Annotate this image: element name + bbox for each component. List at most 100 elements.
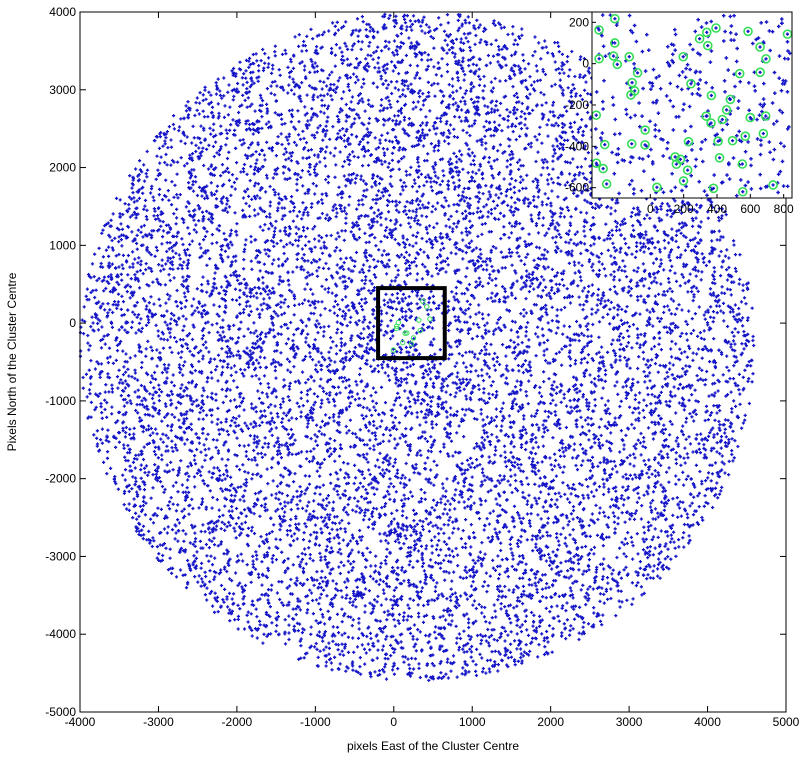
inset-matched-point [705,30,709,34]
main-y-tick-label: -1000 [45,394,76,408]
main-y-tick-label: -2000 [45,472,76,486]
main-x-tick-label: 3000 [616,715,643,729]
inset-matched-point [748,115,752,120]
main-y-tick-label: 3000 [49,83,76,97]
inset-matched-circle [745,112,756,123]
inset-matched-circle [678,51,689,62]
inset-matched-circle [721,105,732,115]
inset-matched-point [709,93,713,98]
inset-matched-circle [701,111,712,121]
inset-matched-point [785,32,790,36]
zoom-matched-ring [424,304,430,310]
inset-x-ticks: 0 200 400 600 800 [647,194,794,216]
inset-matched-point [758,45,762,49]
inset-matched-point [740,162,744,166]
inset-matched-circle [755,67,765,78]
inset-y-tick-label: 200 [569,15,589,29]
zoom-matched-ring [393,325,400,332]
zoom-matched-ring [402,330,408,336]
inset-matched-circle [632,68,643,78]
zoom-matched-ring [404,330,410,336]
inset-matched-circle [627,77,637,88]
main-x-tick-label: 5000 [773,715,800,729]
inset-matched-point [597,28,601,32]
inset-matched-circle [609,38,620,48]
inset-matched-circle [713,136,723,147]
inset-matched-point [686,140,691,144]
inset-y-ticks: -600 -400 -200 0 200 [565,15,596,195]
main-y-ticks: -5000-4000-3000-2000-1000010002000300040… [45,5,786,719]
zoom-matched-ring [400,339,406,346]
inset-plot: 0 200 400 600 800 -600 -400 -200 0 200 [565,11,794,216]
inset-matched-circle [640,140,650,150]
inset-matched-circle [760,111,771,121]
inset-matched-point [728,97,732,102]
main-y-tick-label: -4000 [45,627,76,641]
inset-matched-point [709,121,713,125]
inset-x-tick-label: 600 [740,202,760,216]
main-y-tick-label: -3000 [45,549,76,563]
inset-matched-circle [686,78,696,89]
inset-matched-circle [598,163,608,174]
inset-matched-point [741,190,745,194]
inset-matched-circle [758,128,769,139]
inset-x-tick-label: 0 [647,202,654,216]
zoom-region-box [376,286,447,361]
inset-matched-point [689,82,693,86]
inset-matched-circle [652,182,662,193]
inset-matched-circle [624,51,635,62]
inset-matched-point [717,156,722,160]
inset-matched-circle [743,26,753,37]
main-y-tick-label: -5000 [45,705,76,719]
inset-matched-point [724,108,729,112]
main-points-cloud [78,12,756,682]
inset-matched-circles [591,13,793,197]
inset-matched-point [681,179,686,183]
zoom-matched-ring [420,298,426,304]
inset-matched-point [674,162,678,166]
inset-matched-point [601,166,605,171]
inset-y-tick-label: -200 [565,98,589,112]
inset-matched-circle [755,42,765,52]
inset-matched-point [761,131,765,136]
inset-matched-circle [737,159,748,169]
inset-matched-point [594,113,598,117]
inset-matched-circle [734,68,745,79]
inset-matched-point [716,139,720,143]
inset-matched-point [597,57,601,61]
main-x-tick-label: 2000 [537,715,564,729]
inset-matched-circle [708,183,719,194]
inset-matched-point [655,185,659,189]
inset-matched-circle [608,51,619,61]
inset-matched-point [758,70,762,74]
inset-matched-point [643,143,647,147]
inset-matched-point [714,26,718,30]
inset-matched-circle [599,139,610,150]
inset-matched-circle [725,94,736,105]
main-x-tick-label: -2000 [222,715,253,729]
zoom-matched-ring [408,341,415,347]
inset-matched-circle [626,139,637,149]
inset-matched-point [730,139,735,143]
inset-x-tick-label: 200 [674,202,694,216]
inset-matched-circle [594,25,604,35]
main-plot: -4000 -3000 -2000 -1000 0 1000 2000 3000 4000 500… [5,5,800,753]
zoom-matched-ring [410,335,417,341]
inset-matched-circle [711,23,721,33]
inset-matched-point [630,142,634,146]
inset-matched-circle [694,33,705,44]
inset-matched-point [764,114,768,118]
inset-matched-point [635,71,640,75]
main-x-tick-label: 4000 [694,715,721,729]
x-axis-label: pixels East of the Cluster Centre [347,739,519,753]
inset-matched-point [681,55,685,59]
inset-matched-circle [714,153,725,163]
inset-matched-circle [626,90,636,100]
inset-matched-circle [601,179,612,189]
main-x-tick-label: -4000 [65,715,96,729]
main-y-tick-label: 2000 [49,161,76,175]
zoom-matched-ring [393,323,400,329]
inset-matched-point [605,182,609,186]
inset-matched-circle [594,53,604,64]
